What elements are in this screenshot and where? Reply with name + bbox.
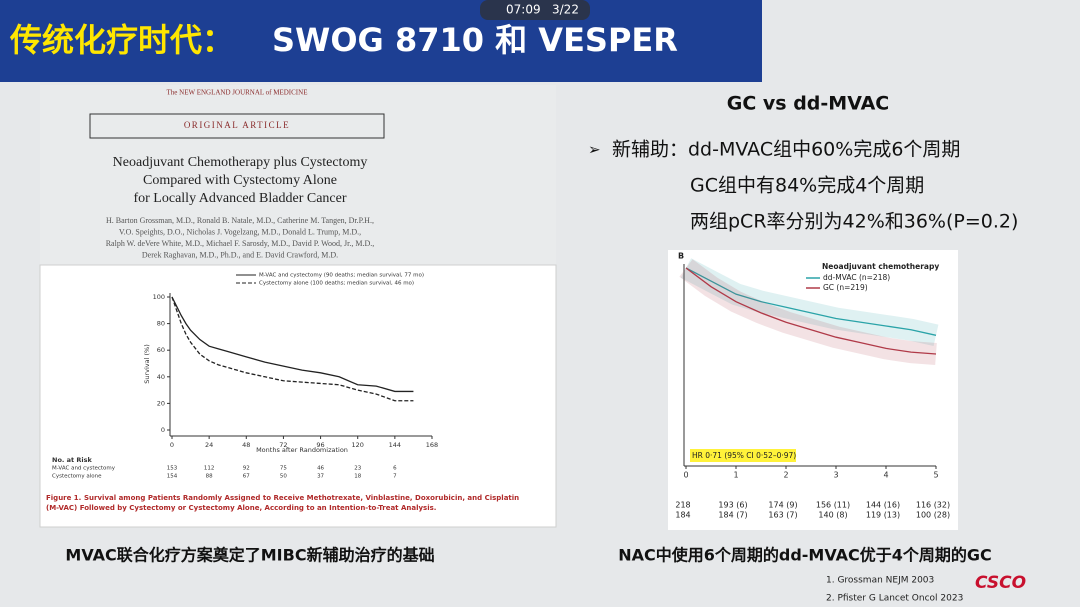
risk-row-name: M-VAC and cystectomy bbox=[52, 466, 116, 472]
risk-value: 140 (8) bbox=[818, 511, 847, 520]
x-tick-label: 120 bbox=[352, 441, 364, 449]
figure-card bbox=[39, 264, 557, 528]
survival-curve bbox=[685, 267, 937, 336]
risk-value: 100 (28) bbox=[916, 511, 950, 520]
risk-value: 156 (11) bbox=[816, 501, 850, 510]
risk-value: 67 bbox=[243, 474, 250, 480]
player-time: 07:09 bbox=[506, 3, 541, 17]
logo: CSCO bbox=[975, 573, 1026, 593]
title-prefix: 传统化疗时代： bbox=[9, 21, 234, 59]
x-tick-label: 2 bbox=[783, 471, 788, 480]
figure-card bbox=[668, 250, 958, 530]
risk-value: 218 bbox=[675, 501, 690, 510]
risk-value: 6 bbox=[393, 466, 397, 472]
risk-value: 50 bbox=[280, 474, 287, 480]
risk-value: 193 (6) bbox=[718, 501, 747, 510]
bullet-icon: ➢ bbox=[588, 141, 601, 159]
figure-label: Figure 1. bbox=[46, 494, 81, 502]
player-slide: 3/22 bbox=[552, 3, 579, 17]
x-tick-label: 4 bbox=[883, 471, 888, 480]
risk-value: 92 bbox=[243, 466, 250, 472]
risk-value: 119 (13) bbox=[866, 511, 900, 520]
bullet: 新辅助：dd-MVAC组中60%完成6个周期 bbox=[612, 139, 960, 161]
x-tick-label: 168 bbox=[426, 441, 438, 449]
x-tick-label: 5 bbox=[933, 471, 938, 480]
y-tick-label: 0 bbox=[161, 426, 165, 434]
y-tick-label: 80 bbox=[157, 320, 165, 328]
y-tick-label: 60 bbox=[157, 346, 165, 354]
article-header bbox=[40, 85, 556, 265]
x-tick-label: 96 bbox=[316, 441, 324, 449]
section: ORIGINAL ARTICLE bbox=[184, 120, 290, 130]
risk-value: 46 bbox=[317, 466, 324, 472]
caption: MVAC联合化疗方案奠定了MIBC新辅助治疗的基础 bbox=[65, 546, 434, 565]
risk-value: 184 (7) bbox=[718, 511, 747, 520]
risk-value: 75 bbox=[280, 466, 287, 472]
figure-caption: (M-VAC) Followed by Cystectomy or Cystec… bbox=[46, 504, 436, 512]
figure-caption: Survival among Patients Randomly Assigne… bbox=[84, 494, 519, 502]
article-authors: H. Barton Grossman, M.D., Ronald B. Nata… bbox=[106, 216, 374, 225]
risk-value: 153 bbox=[167, 466, 178, 472]
x-tick-label: 48 bbox=[242, 441, 250, 449]
risk-value: 116 (32) bbox=[916, 501, 950, 510]
reference: 1. Grossman NEJM 2003 bbox=[826, 576, 934, 586]
y-axis-label: Survival (%) bbox=[143, 344, 151, 384]
survival-curve bbox=[171, 296, 414, 402]
risk-title: No. at Risk bbox=[52, 456, 92, 464]
x-tick-label: 72 bbox=[279, 441, 287, 449]
y-tick-label: 100 bbox=[153, 293, 165, 301]
risk-value: 7 bbox=[393, 474, 397, 480]
journal: The NEW ENGLAND JOURNAL of MEDICINE bbox=[167, 89, 308, 97]
risk-value: 18 bbox=[354, 474, 361, 480]
title-banner bbox=[0, 0, 762, 82]
x-tick-label: 24 bbox=[205, 441, 213, 449]
x-tick-label: 144 bbox=[389, 441, 401, 449]
risk-value: 184 bbox=[675, 511, 690, 520]
legend-label: GC (n=219) bbox=[823, 283, 868, 292]
risk-value: 163 (7) bbox=[768, 511, 797, 520]
article-title: Compared with Cystectomy Alone bbox=[143, 173, 337, 188]
risk-value: 23 bbox=[354, 466, 361, 472]
reference: 2. Pfister G Lancet Oncol 2023 bbox=[826, 594, 963, 604]
x-tick-label: 3 bbox=[833, 471, 838, 480]
article-authors: Derek Raghavan, M.D., Ph.D., and E. Davi… bbox=[142, 250, 338, 259]
risk-value: 144 (16) bbox=[866, 501, 900, 510]
survival-curve bbox=[685, 267, 937, 355]
legend-title: Neoadjuvant chemotherapy bbox=[822, 262, 939, 271]
y-tick-label: 40 bbox=[157, 373, 165, 381]
bullet: 两组pCR率分别为42%和36%(P=0.2) bbox=[690, 211, 1018, 233]
x-tick-label: 0 bbox=[170, 441, 174, 449]
annotation: HR 0·71 (95% CI 0·52–0·97) bbox=[692, 451, 796, 460]
x-tick-label: 0 bbox=[683, 471, 688, 480]
risk-value: 154 bbox=[167, 474, 178, 480]
legend-label: Cystectomy alone (100 deaths; median sur… bbox=[259, 281, 414, 287]
player-overlay bbox=[480, 0, 590, 20]
risk-value: 112 bbox=[204, 466, 215, 472]
risk-row-name: Cystectomy alone bbox=[52, 474, 102, 480]
legend-label: M-VAC and cystectomy (90 deaths; median … bbox=[259, 273, 424, 279]
article-authors: Ralph W. deVere White, M.D., Michael F. … bbox=[106, 239, 375, 248]
risk-value: 88 bbox=[206, 474, 213, 480]
annotation-highlight bbox=[690, 449, 796, 462]
risk-value: 37 bbox=[317, 474, 324, 480]
survival-curve bbox=[171, 296, 414, 393]
article-title: Neoadjuvant Chemotherapy plus Cystectomy bbox=[113, 155, 368, 170]
x-axis-label: Months after Randomization bbox=[256, 446, 348, 454]
article-title: for Locally Advanced Bladder Cancer bbox=[133, 191, 346, 206]
caption: NAC中使用6个周期的dd-MVAC优于4个周期的GC bbox=[618, 546, 992, 565]
y-tick-label: 20 bbox=[157, 399, 165, 407]
right-heading: GC vs dd-MVAC bbox=[727, 93, 890, 115]
bullet: GC组中有84%完成4个周期 bbox=[690, 175, 924, 197]
panel-label: B bbox=[678, 252, 684, 261]
risk-value: 174 (9) bbox=[768, 501, 797, 510]
x-tick-label: 1 bbox=[733, 471, 738, 480]
legend-label: dd-MVAC (n=218) bbox=[823, 273, 890, 282]
title-main: SWOG 8710 和 VESPER bbox=[272, 21, 678, 59]
article-authors: V.O. Speights, D.O., Nicholas J. Vogelza… bbox=[119, 227, 361, 236]
section-box bbox=[89, 113, 385, 139]
